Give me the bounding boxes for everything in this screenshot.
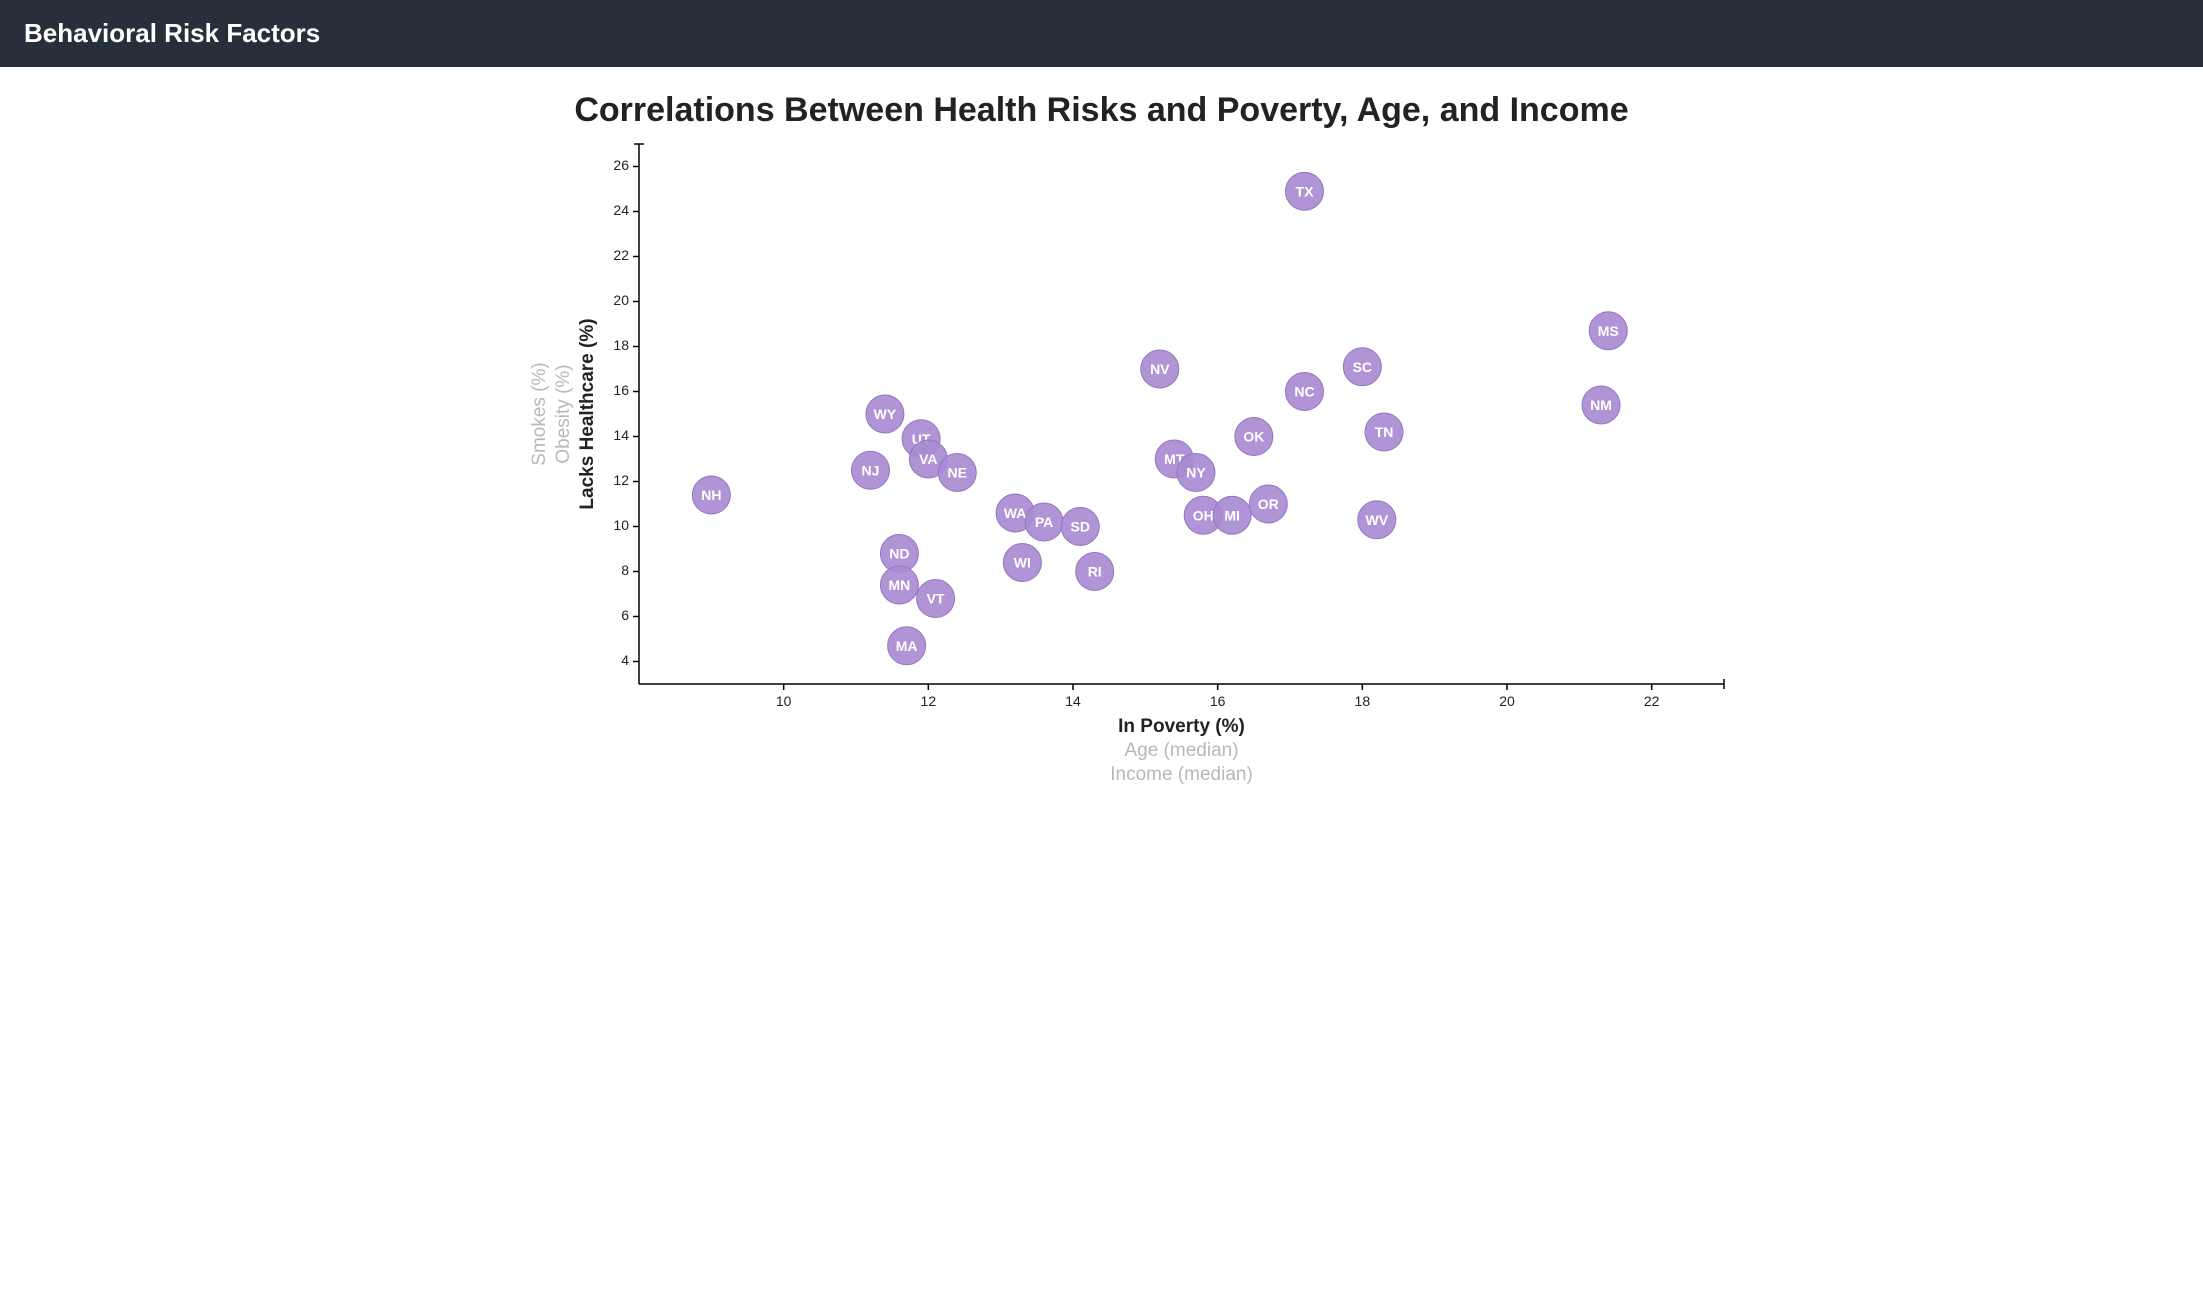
x-axis-label-active[interactable]: In Poverty (%) bbox=[1118, 716, 1245, 737]
y-axis-label-inactive[interactable]: Obesity (%) bbox=[553, 364, 574, 463]
data-point[interactable] bbox=[1285, 373, 1323, 411]
data-point[interactable] bbox=[1213, 496, 1251, 534]
data-point[interactable] bbox=[888, 627, 926, 665]
y-tick-label: 22 bbox=[613, 247, 629, 263]
y-tick-label: 16 bbox=[613, 382, 629, 398]
data-point[interactable] bbox=[1582, 386, 1620, 424]
y-tick-label: 20 bbox=[613, 292, 629, 308]
data-point[interactable] bbox=[1003, 544, 1041, 582]
y-tick-label: 18 bbox=[613, 337, 629, 353]
data-point[interactable] bbox=[938, 454, 976, 492]
data-point[interactable] bbox=[1249, 485, 1287, 523]
x-tick-label: 12 bbox=[921, 693, 937, 709]
y-axis-label-active[interactable]: Lacks Healthcare (%) bbox=[577, 318, 598, 509]
data-point[interactable] bbox=[1343, 348, 1381, 386]
chart-title: Correlations Between Health Risks and Po… bbox=[0, 91, 2203, 130]
data-point[interactable] bbox=[1141, 350, 1179, 388]
data-point[interactable] bbox=[1285, 172, 1323, 210]
data-point[interactable] bbox=[866, 395, 904, 433]
data-point[interactable] bbox=[1076, 553, 1114, 591]
y-axis-label-inactive[interactable]: Smokes (%) bbox=[529, 362, 550, 465]
y-tick-label: 4 bbox=[621, 652, 629, 668]
chart-container: 46810121416182022242610121416182022NHNJW… bbox=[0, 134, 2203, 804]
data-point[interactable] bbox=[917, 580, 955, 618]
header-title: Behavioral Risk Factors bbox=[24, 18, 2179, 49]
x-tick-label: 10 bbox=[776, 693, 792, 709]
x-tick-label: 22 bbox=[1644, 693, 1660, 709]
x-tick-label: 20 bbox=[1499, 693, 1515, 709]
y-tick-label: 12 bbox=[613, 472, 629, 488]
x-tick-label: 18 bbox=[1355, 693, 1371, 709]
data-point[interactable] bbox=[1365, 413, 1403, 451]
x-axis-label-inactive[interactable]: Age (median) bbox=[1124, 740, 1238, 761]
y-tick-label: 8 bbox=[621, 562, 629, 578]
y-tick-label: 10 bbox=[613, 517, 629, 533]
y-tick-label: 24 bbox=[613, 202, 629, 218]
data-point[interactable] bbox=[1025, 503, 1063, 541]
scatter-chart: 46810121416182022242610121416182022NHNJW… bbox=[459, 134, 1744, 804]
y-tick-label: 26 bbox=[613, 157, 629, 173]
data-point[interactable] bbox=[1061, 508, 1099, 546]
data-point[interactable] bbox=[1358, 501, 1396, 539]
x-axis-label-inactive[interactable]: Income (median) bbox=[1110, 764, 1253, 785]
y-tick-label: 14 bbox=[613, 427, 629, 443]
data-point[interactable] bbox=[1235, 418, 1273, 456]
data-point[interactable] bbox=[880, 566, 918, 604]
page-header: Behavioral Risk Factors bbox=[0, 0, 2203, 67]
x-tick-label: 14 bbox=[1065, 693, 1081, 709]
data-point[interactable] bbox=[692, 476, 730, 514]
data-point[interactable] bbox=[1177, 454, 1215, 492]
x-tick-label: 16 bbox=[1210, 693, 1226, 709]
data-point[interactable] bbox=[1589, 312, 1627, 350]
y-tick-label: 6 bbox=[621, 607, 629, 623]
data-point[interactable] bbox=[851, 451, 889, 489]
